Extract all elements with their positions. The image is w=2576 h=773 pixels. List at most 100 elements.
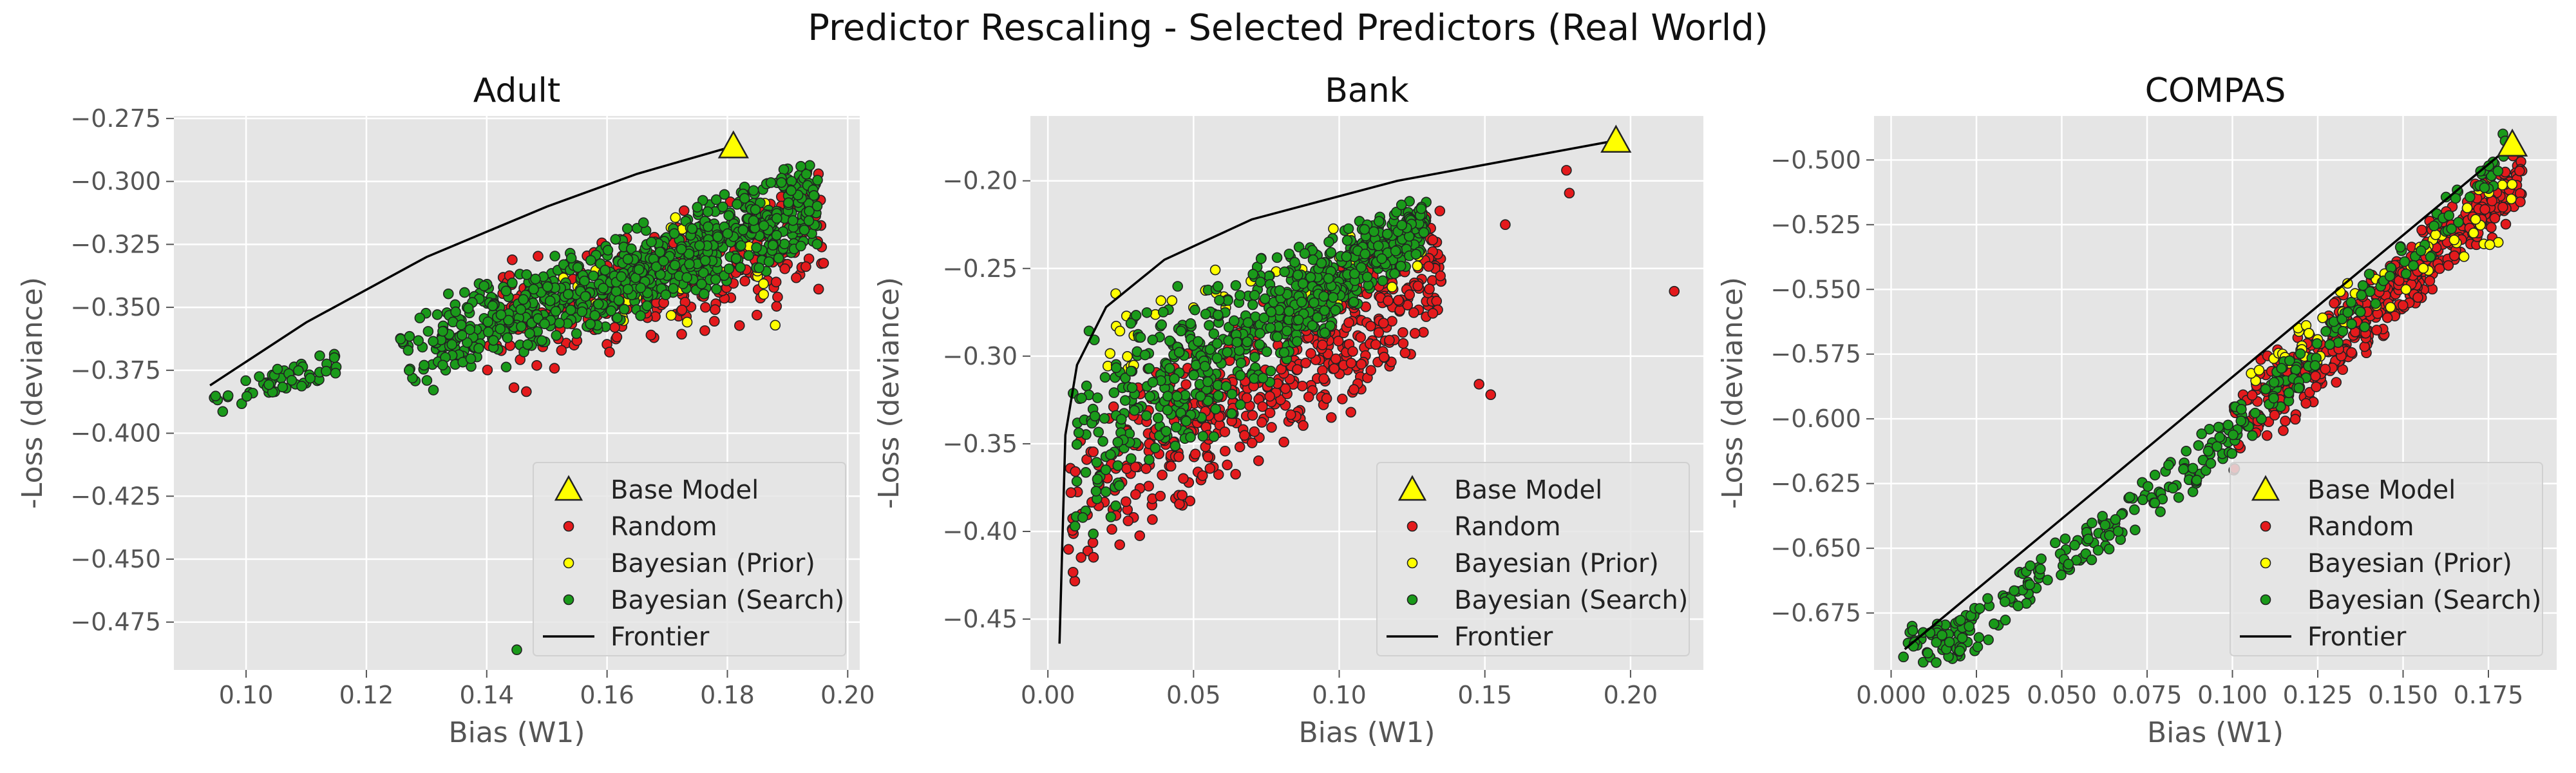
random-point xyxy=(1141,463,1151,474)
bayesian-search-point xyxy=(2163,459,2174,471)
bayesian-search-point xyxy=(1099,413,1110,424)
bayesian-search-point xyxy=(1092,473,1103,485)
bayesian-search-point xyxy=(622,283,634,295)
y-tick-label: −0.425 xyxy=(70,482,161,510)
bayesian-prior-point xyxy=(2385,301,2396,313)
legend-label: Bayesian (Search) xyxy=(1454,586,1688,615)
random-point xyxy=(1088,446,1099,457)
legend-label: Random xyxy=(2307,512,2414,542)
random-point xyxy=(1122,515,1134,526)
random-point xyxy=(1412,280,1424,292)
bayesian-prior-point xyxy=(2461,202,2473,214)
frontier-line xyxy=(1058,139,1616,644)
bayesian-search-point xyxy=(2173,491,2184,503)
bayesian-search-point xyxy=(455,320,467,330)
bayesian-search-point xyxy=(2060,533,2071,544)
bayesian-search-point xyxy=(619,303,630,315)
bayesian-search-point xyxy=(1088,528,1099,540)
bayesian-search-point xyxy=(2205,458,2217,469)
bayesian-search-point xyxy=(1156,319,1167,330)
bayesian-search-point xyxy=(654,246,666,258)
panel-compas: 0.000 0.025 0.050 0.075 0.100 0.125 0.150 0.175… xyxy=(1716,72,2557,749)
bayesian-search-point xyxy=(2415,245,2427,256)
legend-bayesian-search-marker xyxy=(563,594,574,606)
legend-label: Frontier xyxy=(2307,622,2407,652)
bayesian-search-point xyxy=(536,335,547,347)
random-point xyxy=(1329,363,1340,374)
random-point xyxy=(2500,218,2512,230)
bayesian-search-point xyxy=(1071,439,1083,450)
bayesian-search-point xyxy=(2130,524,2141,535)
bayesian-search-point xyxy=(2204,423,2215,435)
bayesian-search-point xyxy=(511,644,522,656)
x-tick-label: 0.000 xyxy=(1856,681,1926,709)
bayesian-search-point xyxy=(2356,289,2367,301)
random-point xyxy=(1349,384,1359,395)
bayesian-search-point xyxy=(551,330,562,341)
random-point xyxy=(1246,437,1258,448)
bayesian-search-point xyxy=(1247,299,1258,310)
random-point xyxy=(1325,412,1337,423)
bayesian-search-point xyxy=(1258,312,1270,323)
bayesian-search-point xyxy=(767,240,779,251)
bayesian-search-point xyxy=(1271,252,1283,263)
legend-random-marker xyxy=(563,520,574,532)
bayesian-search-point xyxy=(2311,338,2323,349)
bayesian-prior-point xyxy=(2418,263,2429,274)
bayesian-search-point xyxy=(502,332,513,343)
bayesian-search-point xyxy=(1210,403,1221,415)
bayesian-search-point xyxy=(1213,390,1224,401)
legend-base-model-marker xyxy=(554,475,583,501)
bayesian-search-point xyxy=(1189,304,1200,316)
legend-bayesian-prior-marker xyxy=(1406,557,1418,569)
x-tick-label: 0.05 xyxy=(1166,681,1221,709)
bayesian-search-point xyxy=(437,325,448,337)
random-point xyxy=(604,347,615,358)
bayesian-search-point xyxy=(1249,352,1260,363)
bayesian-search-point xyxy=(2429,220,2439,232)
random-point xyxy=(2514,166,2525,177)
bayesian-search-point xyxy=(431,309,443,320)
random-series xyxy=(1063,165,1680,587)
bayesian-search-point xyxy=(1081,380,1092,392)
bayesian-search-point xyxy=(2137,494,2148,506)
bayesian-prior-point xyxy=(2303,328,2315,339)
bayesian-search-point xyxy=(1372,240,1384,251)
bayesian-search-point xyxy=(450,306,461,318)
bayesian-search-point xyxy=(811,200,823,212)
bayesian-search-point xyxy=(507,277,518,289)
bayesian-search-point xyxy=(1126,382,1138,394)
bayesian-search-point xyxy=(217,406,229,417)
bayesian-search-point xyxy=(2035,564,2046,575)
bayesian-search-point xyxy=(786,185,797,196)
random-point xyxy=(818,258,829,269)
bayesian-search-point xyxy=(1150,443,1161,453)
bayesian-search-point xyxy=(2320,326,2331,337)
bayesian-search-point xyxy=(421,375,433,386)
random-point xyxy=(1069,575,1081,587)
random-point xyxy=(2443,260,2454,271)
bayesian-search-point xyxy=(1389,268,1400,280)
random-point xyxy=(2371,325,2382,336)
random-point xyxy=(1427,308,1439,319)
bayesian-prior-point xyxy=(2253,365,2265,376)
bayesian-search-point xyxy=(1226,408,1237,419)
random-point xyxy=(1134,530,1146,541)
bayesian-search-point xyxy=(1153,412,1164,424)
bayesian-search-point xyxy=(1229,315,1240,327)
bayesian-search-point xyxy=(2083,533,2094,545)
bayesian-search-point xyxy=(1235,370,1246,381)
random-point xyxy=(1370,339,1381,350)
bayesian-search-point xyxy=(2342,307,2354,318)
bayesian-search-point xyxy=(2167,482,2179,494)
random-point xyxy=(2280,415,2291,426)
random-point xyxy=(1157,470,1168,481)
bayesian-search-point xyxy=(795,240,806,252)
bayesian-search-point xyxy=(1110,362,1122,374)
bayesian-search-point xyxy=(804,160,815,171)
bayesian-search-point xyxy=(437,359,448,371)
random-point xyxy=(1427,234,1438,245)
bayesian-search-point xyxy=(1274,285,1285,296)
bayesian-search-point xyxy=(462,303,474,314)
bayesian-search-point xyxy=(1283,248,1295,260)
